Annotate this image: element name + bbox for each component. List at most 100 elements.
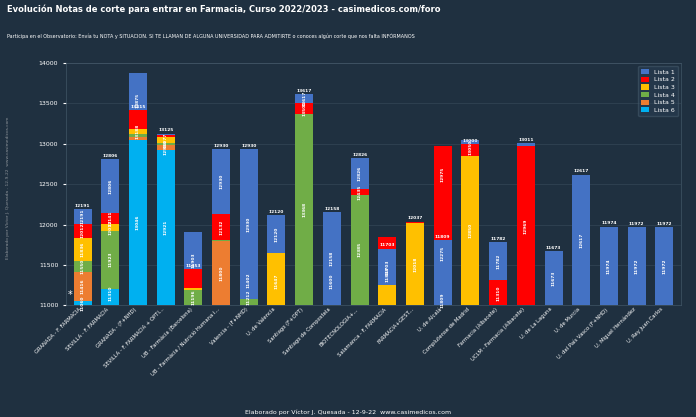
Text: 11972: 11972 xyxy=(663,259,666,274)
Bar xyxy=(517,146,535,305)
Text: 12120: 12120 xyxy=(269,210,284,214)
Bar xyxy=(239,288,258,305)
Bar xyxy=(129,138,147,140)
Bar xyxy=(101,280,119,289)
Bar xyxy=(101,213,119,224)
Text: 11703: 11703 xyxy=(379,244,395,247)
Text: 11974: 11974 xyxy=(601,221,617,226)
Bar xyxy=(267,305,285,310)
Bar xyxy=(212,241,230,305)
Text: 12921: 12921 xyxy=(164,220,168,236)
Bar xyxy=(157,138,175,143)
Bar xyxy=(351,189,369,195)
Bar xyxy=(157,150,175,305)
Text: 11600: 11600 xyxy=(330,274,334,289)
Bar xyxy=(628,227,646,305)
Text: 11923: 11923 xyxy=(109,252,112,267)
Bar xyxy=(323,212,341,305)
Text: *: * xyxy=(68,290,72,300)
Bar xyxy=(295,103,313,114)
Text: 11212: 11212 xyxy=(247,289,251,304)
Bar xyxy=(74,301,92,305)
Bar xyxy=(184,232,203,269)
Bar xyxy=(129,128,147,133)
Text: 11196: 11196 xyxy=(191,290,196,305)
Text: 12826: 12826 xyxy=(358,166,362,181)
Bar xyxy=(267,215,285,253)
Bar xyxy=(517,143,535,146)
Bar xyxy=(461,156,480,305)
Bar xyxy=(379,237,396,312)
Bar xyxy=(157,133,175,135)
Text: Elaborado por Víctor J. Quesada - 12-9-22  www.casimedicos.com: Elaborado por Víctor J. Quesada - 12-9-2… xyxy=(6,116,10,259)
Text: 13501: 13501 xyxy=(302,101,306,116)
Text: 11416: 11416 xyxy=(81,279,84,294)
Text: 13000: 13000 xyxy=(463,138,478,143)
Text: 12984: 12984 xyxy=(164,140,168,155)
Text: 11974: 11974 xyxy=(607,258,611,274)
Text: 11310: 11310 xyxy=(109,285,112,301)
Text: 12012: 12012 xyxy=(81,223,84,239)
Bar xyxy=(74,224,92,238)
Text: 12191: 12191 xyxy=(81,208,84,224)
Bar xyxy=(101,159,119,213)
Text: Elaborado por Víctor J. Quesada - 12-9-22  www.casimedicos.com: Elaborado por Víctor J. Quesada - 12-9-2… xyxy=(245,409,451,415)
Text: 11550: 11550 xyxy=(81,259,84,274)
Text: 13188: 13188 xyxy=(136,123,140,139)
Text: 13125: 13125 xyxy=(158,128,173,133)
Bar xyxy=(212,240,230,241)
Text: 12930: 12930 xyxy=(241,144,256,148)
Bar xyxy=(212,214,230,240)
Text: 12617: 12617 xyxy=(574,169,589,173)
Bar xyxy=(239,149,258,299)
Text: 12435: 12435 xyxy=(358,185,362,200)
Text: 11809: 11809 xyxy=(441,293,445,309)
Text: 11782: 11782 xyxy=(491,237,506,241)
Bar xyxy=(379,249,396,285)
Bar xyxy=(379,237,396,285)
Bar xyxy=(434,202,452,305)
Text: 12018: 12018 xyxy=(413,256,417,272)
Text: 12806: 12806 xyxy=(109,178,112,194)
Bar xyxy=(323,257,341,305)
Legend: Lista 1, Lista 2, Lista 3, Lista 4, Lista 5, Lista 6: Lista 1, Lista 2, Lista 3, Lista 4, List… xyxy=(638,66,678,116)
Bar xyxy=(323,263,341,305)
Bar xyxy=(295,94,313,103)
Text: 12275: 12275 xyxy=(441,246,445,261)
Bar xyxy=(489,242,507,280)
Text: 11972: 11972 xyxy=(657,221,672,226)
Bar xyxy=(461,140,480,156)
Text: 12141: 12141 xyxy=(109,211,112,226)
Text: 12930: 12930 xyxy=(214,144,229,148)
Bar xyxy=(157,143,175,145)
Bar xyxy=(129,133,147,138)
Text: 12132: 12132 xyxy=(219,219,223,235)
Text: 12850: 12850 xyxy=(468,223,473,238)
Text: 12975: 12975 xyxy=(441,166,445,182)
Bar xyxy=(129,140,147,305)
Text: 11972: 11972 xyxy=(635,259,639,274)
Bar xyxy=(489,280,507,305)
Bar xyxy=(267,253,285,310)
Text: 11782: 11782 xyxy=(496,254,500,269)
Bar xyxy=(600,227,618,305)
Text: 11848: 11848 xyxy=(386,267,389,282)
Bar xyxy=(74,261,92,272)
Text: 12617: 12617 xyxy=(579,232,583,248)
Bar xyxy=(74,209,92,224)
Bar xyxy=(157,135,175,138)
Bar xyxy=(184,289,203,305)
Text: 12120: 12120 xyxy=(274,226,278,242)
Bar xyxy=(351,158,369,189)
Text: 13415: 13415 xyxy=(130,105,145,109)
Bar xyxy=(184,232,203,288)
Bar xyxy=(434,146,452,202)
Bar xyxy=(212,149,230,214)
Text: 13875: 13875 xyxy=(136,93,140,108)
Bar xyxy=(406,221,424,223)
Text: 11673: 11673 xyxy=(546,246,561,250)
Text: 11060: 11060 xyxy=(81,295,84,311)
Text: 11673: 11673 xyxy=(551,271,555,286)
Text: 12385: 12385 xyxy=(358,242,362,257)
Bar xyxy=(656,227,674,305)
